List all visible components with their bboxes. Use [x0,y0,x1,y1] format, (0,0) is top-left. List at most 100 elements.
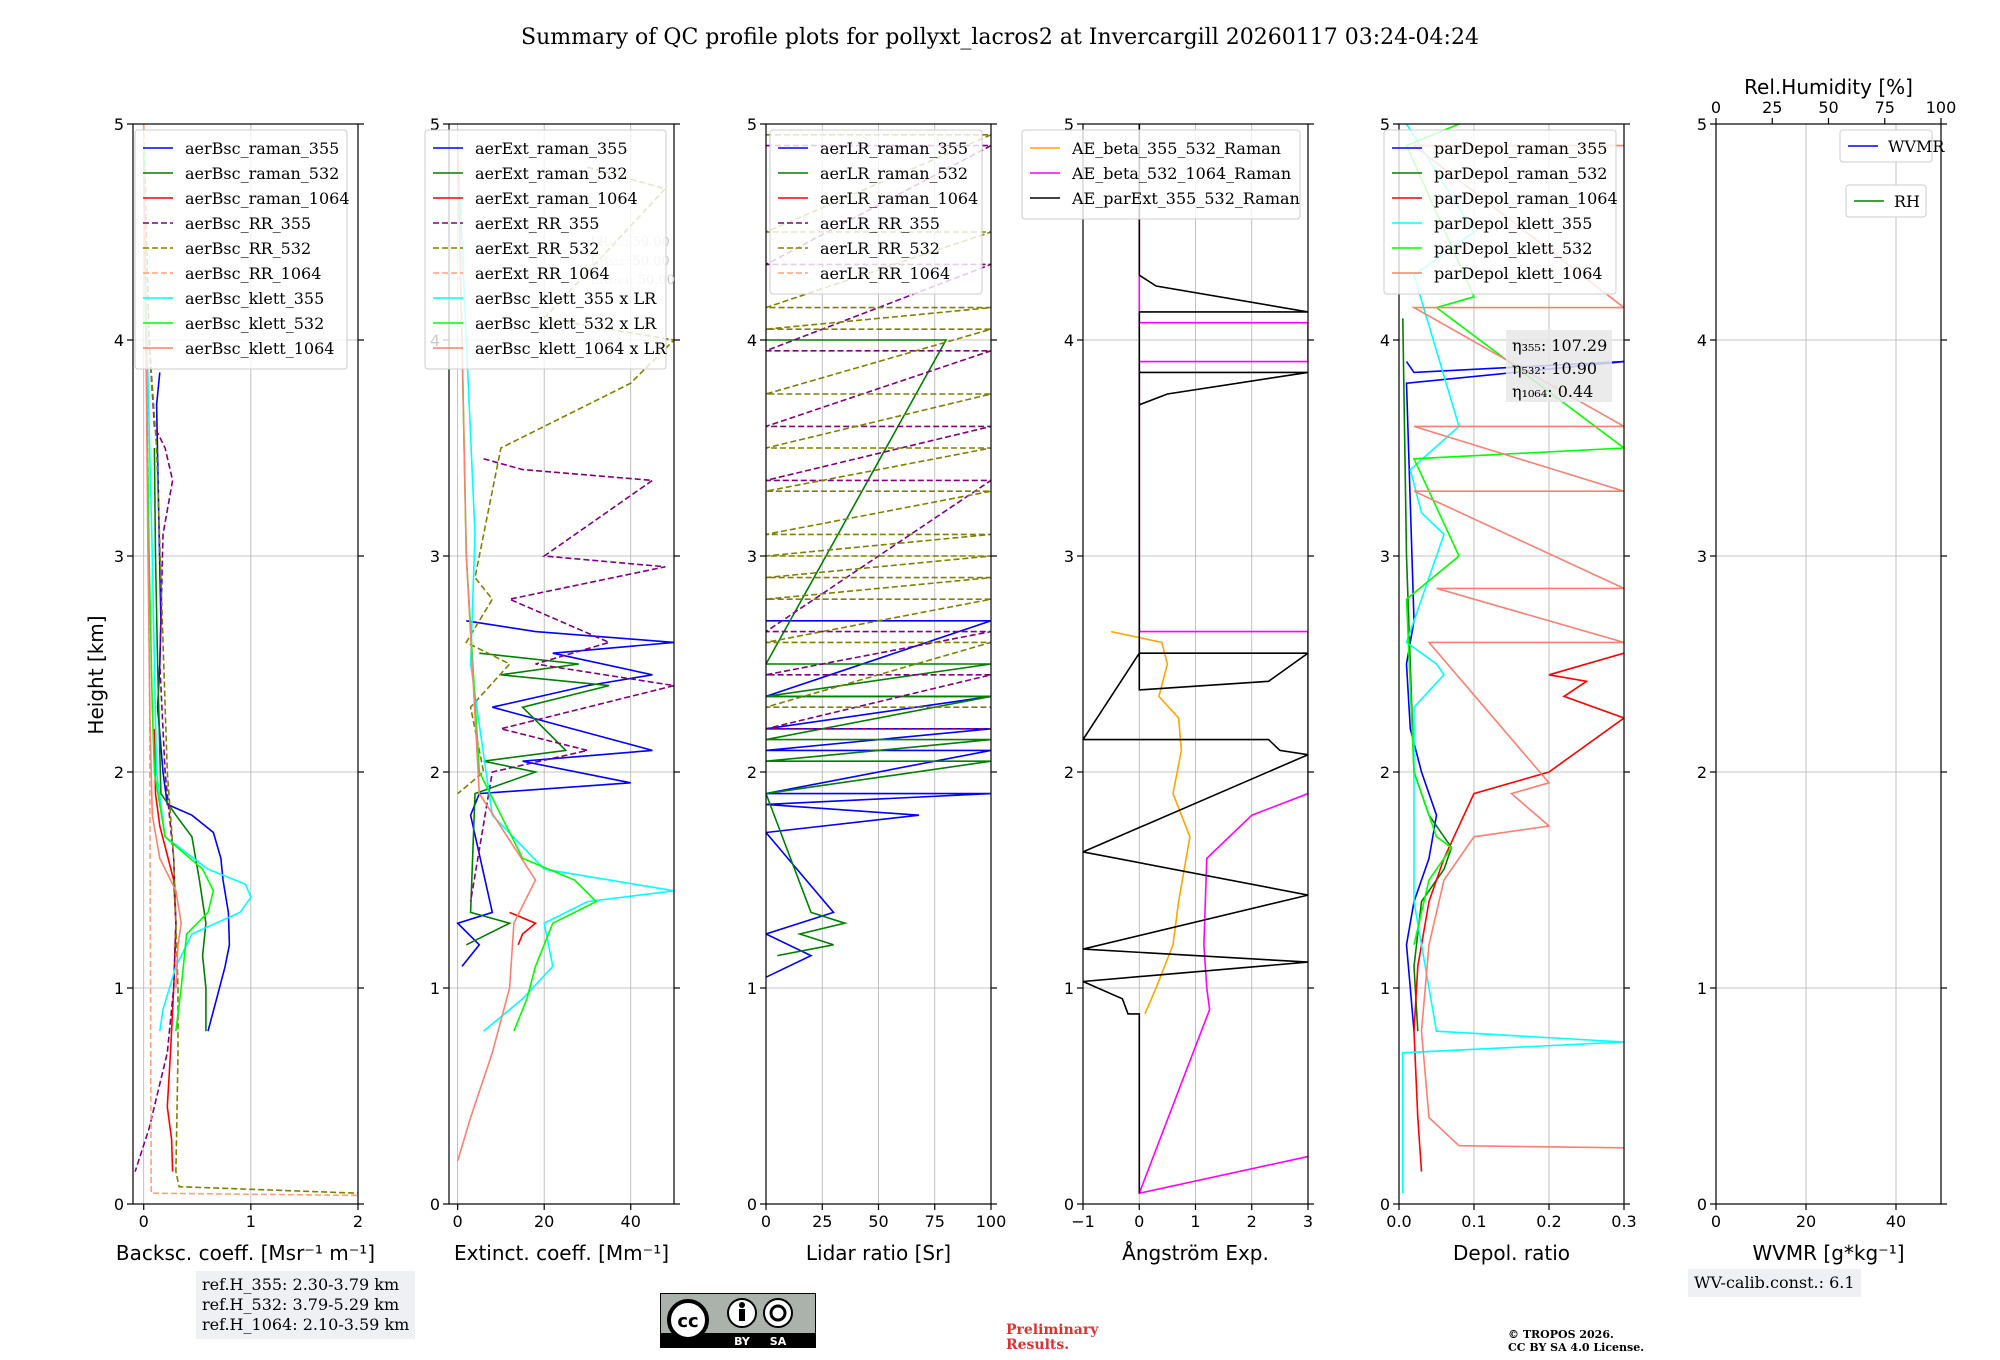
legend-label: WVMR [1888,137,1945,156]
y-tick-label: 3 [1380,547,1390,566]
x-tick-label: 0.2 [1536,1212,1561,1231]
y-tick-label: 3 [1697,547,1707,566]
x-axis-label: Extinct. coeff. [Mm⁻¹] [454,1241,669,1265]
legend-label: aerBsc_RR_1064 [185,264,321,283]
y-tick-label: 3 [430,547,440,566]
legend-box [134,129,348,370]
x-tick-label: 0 [1711,1212,1721,1231]
eta-box: η₃₅₅: 107.29 η₅₃₂: 10.90 η₁₀₆₄: 0.44 [1506,330,1612,402]
y-tick-label: 2 [1380,763,1390,782]
x-tick-label: 1 [246,1212,256,1231]
legend-box [424,129,667,370]
y-tick-label: 0 [747,1195,757,1214]
x-tick-label: 1 [1190,1212,1200,1231]
series-aerext-raman-355 [456,620,674,967]
series-aerbsc-raman-1064 [153,728,177,1172]
series-aerbsc-raman-532 [153,447,207,1032]
y-tick-label: 3 [747,547,757,566]
y-tick-label: 1 [1064,979,1074,998]
ref-height-532: ref.H_532: 3.79-5.29 km [202,1295,400,1314]
attribution-head [739,1302,745,1308]
panel-lidar_ratio: 0 25 50 75 100 0 1 2 3 4 5 Lidar ratio [Sr] aerLR_ra… [747,115,1006,1265]
y-tick-label: 5 [114,115,124,134]
plot-frame [132,123,359,1205]
cc-license-icon: cc BY SA [660,1293,816,1348]
preliminary-line-1: Preliminary [1006,1322,1099,1338]
x-tick-label: 25 [812,1212,832,1231]
legend-label: parDepol_klett_532 [1434,239,1592,258]
y-tick-label: 1 [114,979,124,998]
y-axis-label: Height [km] [84,615,108,734]
x-tick-label: 75 [925,1212,945,1231]
wv-calibration-constant: WV-calib.const.: 6.1 [1694,1273,1855,1292]
legend: aerLR_raman_355 aerLR_raman_532 aerLR_rama… [769,129,983,295]
series-aerext-rr-355 [469,458,674,902]
preliminary-results-note: Preliminary Results. [1006,1323,1098,1353]
series-group [456,145,674,1162]
ref-height-355: ref.H_355: 2.30-3.79 km [202,1275,400,1294]
legend-label: AE_beta_355_532_Raman [1071,139,1281,158]
legend-label: aerExt_RR_355 [475,214,599,233]
x2-tick-label: 0 [1711,98,1721,117]
copyright-line-1: © TROPOS 2026. [1508,1328,1614,1341]
legend-label: aerLR_RR_532 [820,239,940,258]
legend-label: aerBsc_klett_1064 [185,339,334,358]
y-tick-label: 2 [747,763,757,782]
legend-label: parDepol_raman_532 [1434,164,1607,183]
x-tick-label: 50 [868,1212,888,1231]
y-tick-label: 1 [747,979,757,998]
legend-box [1845,184,1927,218]
attribution-body [739,1309,745,1321]
y-tick-label: 5 [430,115,440,134]
x-tick-label: 0 [453,1212,463,1231]
share-alike-arrow [769,1304,787,1322]
panel-backscatter: 0 1 2 0 1 2 3 4 5 Backsc. coeff. [Msr⁻¹ m⁻¹] aerBs… [114,115,375,1265]
series-aerext-rr-532 [457,166,674,795]
y-tick-label: 4 [1380,331,1390,350]
legend: RH [1845,184,1927,218]
cc-logo-text: cc [677,1311,698,1332]
series-aerbsc-klett-1064-x-lr [456,145,537,1162]
x-tick-label: 40 [1886,1212,1906,1231]
series-pardepol-raman-1064 [1413,652,1624,1172]
series-pardepol-raman-355 [1405,360,1624,1032]
legend-label: aerExt_RR_532 [475,239,599,258]
legend-label: aerBsc_raman_355 [185,139,339,158]
y-tick-label: 2 [430,763,440,782]
series-aerbsc-klett-355 [142,145,252,1032]
x-tick-label: 40 [621,1212,641,1231]
legend-box [1021,129,1301,220]
x2-tick-label: 25 [1762,98,1782,117]
y-tick-label: 0 [1697,1195,1707,1214]
y-tick-label: 4 [1697,331,1707,350]
share-alike-icon [763,1298,793,1328]
legend: aerExt_raman_355 aerExt_raman_532 aerExt_r… [424,129,667,370]
series-aerext-raman-1064 [509,911,538,946]
y-tick-label: 5 [747,115,757,134]
x2-tick-label: 100 [1926,98,1957,117]
series-aerbsc-klett-1064 [142,167,183,989]
series-group [766,134,991,978]
cc-logo-icon [667,1299,709,1341]
series-pardepol-klett-532 [1405,124,1624,945]
series-ae-beta-532-1064-raman [1138,124,1308,1195]
legend-label: aerExt_raman_532 [475,164,628,183]
x-tick-label: 2 [353,1212,363,1231]
legend-label: aerBsc_klett_355 x LR [475,289,657,308]
y-tick-label: 1 [430,979,440,998]
eta-background [1506,330,1612,402]
wv-calibration-box: WV-calib.const.: 6.1 [1688,1269,1861,1297]
x2-tick-label: 50 [1818,98,1838,117]
cc-sa-label: SA [770,1335,787,1348]
figure-title: Summary of QC profile plots for pollyxt_… [521,25,1479,50]
x-axis-label: WVMR [g*kg⁻¹] [1752,1241,1904,1265]
plot-frame [1398,123,1625,1205]
panel-depol: 0.0 0.1 0.2 0.3 0 1 2 3 4 5 Depol. ratio parDepol_r… [1380,115,1637,1265]
y-tick-label: 4 [747,331,757,350]
copyright-note: © TROPOS 2026. CC BY SA 4.0 License. [1508,1328,1644,1354]
cc-by-label: BY [734,1335,751,1348]
series-ae-beta-355-532-raman [1110,630,1191,1015]
y-tick-label: 2 [114,763,124,782]
legend-box [1383,129,1617,295]
